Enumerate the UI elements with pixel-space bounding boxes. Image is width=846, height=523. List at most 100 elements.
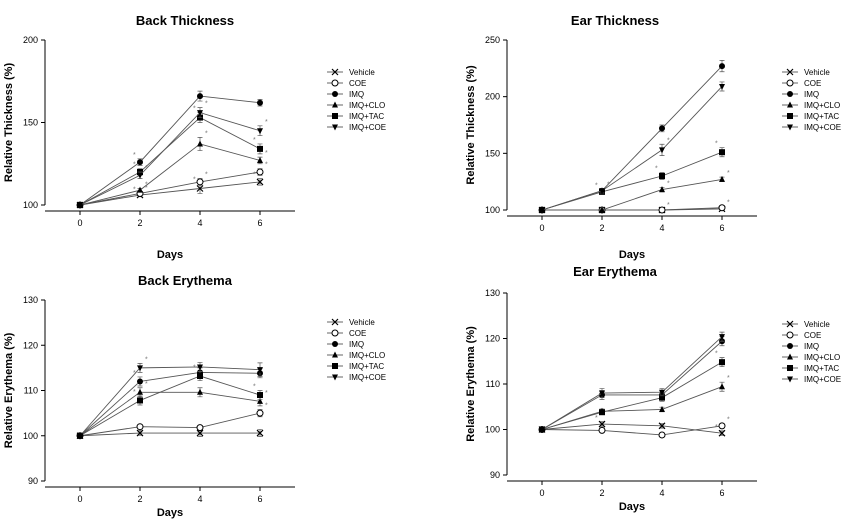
chart-panel-1: Back Thickness 100 150 200 0 2 4 6 Days Relative … [3,13,386,261]
y-tick-label: 150 [485,148,500,158]
legend-item: IMQ+COE [327,373,386,382]
data-point [659,405,665,412]
data-point [659,147,665,154]
legend-label: IMQ [349,340,364,349]
legend-marker [332,101,338,108]
significance-star: * [265,403,268,410]
legend-marker [787,91,793,97]
legend-marker [332,124,338,131]
significance-star: * [265,119,268,126]
series-imq-coe: ** [539,81,725,214]
significance-star: * [595,415,598,422]
significance-star: * [193,106,196,113]
legend-label: COE [804,79,821,88]
series-line [79,143,261,206]
x-tick-label: 4 [197,494,202,504]
x-tick-label: 6 [257,218,262,228]
legend-label: IMQ+CLO [349,101,385,110]
data-point [257,156,263,163]
significance-star: * [607,181,610,188]
series-line [79,432,260,437]
significance-star: * [667,202,670,209]
significance-star: * [253,137,256,144]
legend-label: IMQ+CLO [349,351,385,360]
series-line [79,171,261,206]
y-axis-label: Relative Thickness (%) [465,65,477,185]
data-point [658,422,666,430]
series-line [541,423,723,434]
y-tick-label: 130 [485,288,500,298]
x-axis-label: Days [157,249,183,261]
legend-label: IMQ+TAC [349,362,384,371]
legend-marker [332,351,338,358]
series-imq [539,60,725,213]
significance-star: * [253,172,256,179]
data-point [257,367,263,374]
series-line [541,425,723,436]
legend-marker [787,353,793,360]
significance-star: * [145,356,148,363]
y-tick-label: 100 [485,425,500,435]
data-point [598,420,606,428]
y-axis-label: Relative Thickness (%) [3,63,15,183]
legend-item: IMQ [327,90,364,99]
data-point [539,427,545,433]
legend-item: COE [782,331,821,340]
legend-label: IMQ+COE [804,123,841,132]
legend: Vehicle COE IMQ IMQ+CLO IMQ+TAC IMQ+COE [327,68,386,132]
data-point [719,83,725,90]
legend-marker [787,101,793,108]
legend-item: Vehicle [327,68,375,77]
data-point [659,186,665,193]
x-tick-label: 0 [539,488,544,498]
y-tick-label: 120 [23,340,38,350]
significance-star: * [667,137,670,144]
data-point [659,389,665,396]
legend-label: Vehicle [349,68,375,77]
series-imq-coe [539,331,725,433]
chart-title: Ear Erythema [573,264,658,279]
legend-item: IMQ [782,342,819,351]
data-point [196,178,204,186]
legend-label: COE [349,329,366,338]
significance-star: * [715,351,718,358]
legend-item: IMQ+COE [327,123,386,132]
significance-star: * [727,375,730,382]
significance-star: * [265,390,268,397]
series-line [79,181,261,206]
x-tick-label: 6 [257,494,262,504]
legend-marker [787,376,793,383]
legend-label: IMQ+TAC [804,112,839,121]
data-point [77,433,83,440]
legend-item: COE [327,79,366,88]
data-point [256,178,264,186]
data-point [197,140,203,147]
legend: Vehicle COE IMQ IMQ+CLO IMQ+TAC IMQ+COE [782,320,841,384]
y-tick-label: 100 [23,200,38,210]
data-point [197,93,203,100]
series-line [79,112,261,206]
data-point [658,206,666,214]
data-point [257,99,263,106]
data-point [599,206,605,213]
y-tick-label: 90 [28,476,38,486]
legend-marker [787,343,793,349]
data-point [196,429,204,437]
data-point [196,185,204,192]
y-tick-label: 110 [24,386,38,396]
series-line [541,386,723,430]
series-line [79,412,261,437]
series-imq: * [77,367,263,439]
legend-label: IMQ+CLO [804,353,840,362]
legend-item: Vehicle [327,318,375,327]
legend-item: IMQ+CLO [327,101,385,110]
legend-marker [787,365,793,371]
chart-title: Back Thickness [136,13,234,28]
data-point [256,168,264,176]
legend-label: Vehicle [804,320,830,329]
legend-item: IMQ [782,90,819,99]
series-imq-coe: * [77,356,263,440]
x-axis-label: Days [619,501,645,513]
legend-label: IMQ+COE [804,375,841,384]
series-vehicle [538,205,726,214]
